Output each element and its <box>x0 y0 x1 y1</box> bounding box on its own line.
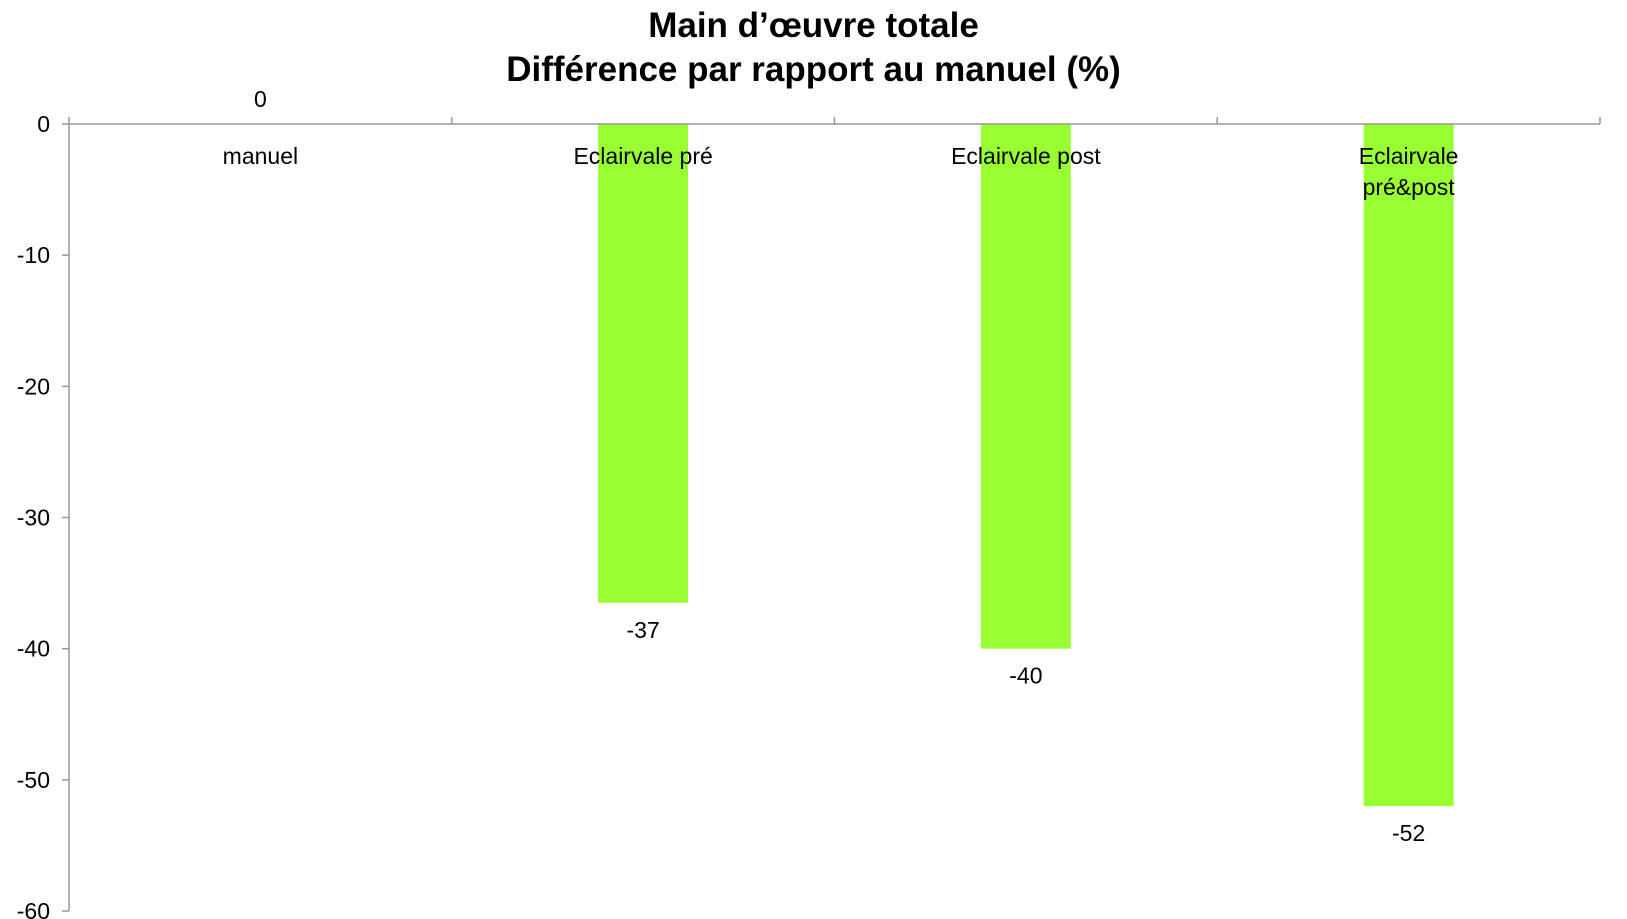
y-tick-label: -50 <box>17 767 50 793</box>
chart-title: Main d’œuvre totale Différence par rappo… <box>0 4 1627 92</box>
y-tick-label: -20 <box>17 373 50 399</box>
data-label-eclairvale-pr-post: -52 <box>1392 820 1425 846</box>
bar-eclairvale-pr-post <box>1363 124 1454 807</box>
category-label-eclairvale-pr: Eclairvale pré <box>573 143 712 169</box>
data-label-eclairvale-post: -40 <box>1009 663 1042 689</box>
data-label-manuel: 0 <box>254 86 267 112</box>
y-tick-label: 0 <box>37 111 50 137</box>
category-label-eclairvale-pr-post: Eclairvale <box>1359 143 1459 169</box>
bars-layer <box>598 124 1454 807</box>
labels-layer: 0 -10 -20 -30 -40 -50 -60 manuel Eclairvale pré E… <box>17 86 1459 919</box>
y-tick-label: -10 <box>17 242 50 268</box>
category-label-manuel: manuel <box>223 143 298 169</box>
data-label-eclairvale-pr: -37 <box>627 617 660 643</box>
category-label-eclairvale-post: Eclairvale post <box>951 143 1101 169</box>
category-label-eclairvale-pr-post: pré&post <box>1363 174 1456 200</box>
chart-title-line-2: Différence par rapport au manuel (%) <box>506 50 1121 89</box>
axes-layer <box>62 117 1601 912</box>
y-tick-label: -60 <box>17 898 50 919</box>
chart-title-line-1: Main d’œuvre totale <box>648 6 979 45</box>
bar-eclairvale-post <box>980 124 1071 649</box>
y-tick-label: -40 <box>17 636 50 662</box>
bar-eclairvale-pr <box>598 124 689 603</box>
y-tick-label: -30 <box>17 505 50 531</box>
